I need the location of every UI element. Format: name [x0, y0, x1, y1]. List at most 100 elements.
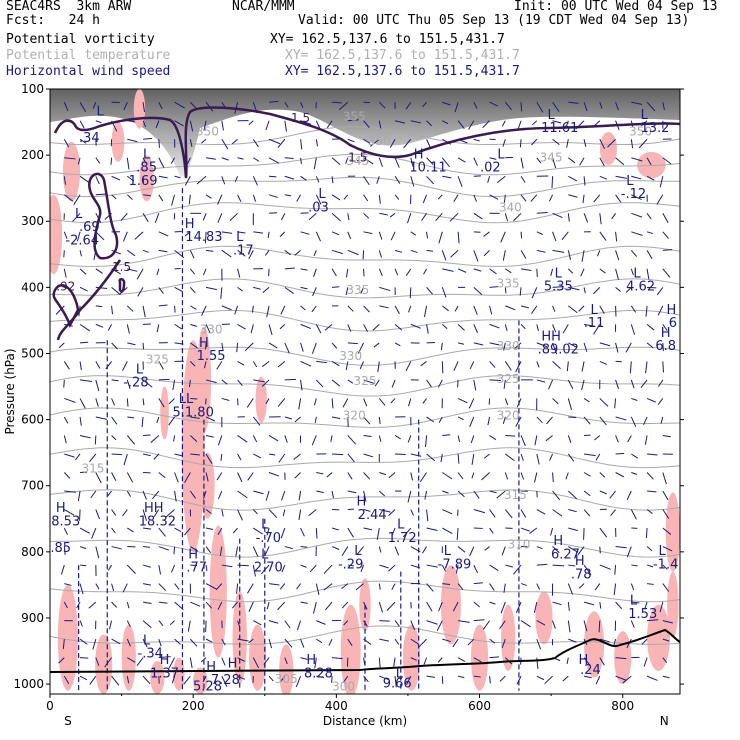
wind-vector [363, 324, 369, 332]
wind-vector [631, 101, 643, 105]
wind-vector [111, 601, 118, 608]
wind-vector [622, 675, 632, 684]
wind-vector [311, 435, 317, 446]
extremum-label: L [590, 303, 598, 318]
extremum-label: .17 [233, 243, 254, 258]
wind-vector [568, 546, 579, 553]
wind-vector [205, 601, 213, 609]
wind-vector [487, 416, 491, 426]
wind-vector [345, 268, 349, 278]
wind-vector [111, 194, 117, 200]
wind-vector [501, 546, 506, 556]
wind-vector [221, 397, 230, 401]
wind-vector [89, 453, 97, 463]
wind-vector [155, 120, 160, 128]
wind-vector [577, 546, 585, 556]
terrain-line [50, 628, 680, 673]
wind-vector [347, 213, 350, 221]
stratosphere-shading [50, 89, 680, 177]
wind-vector [265, 490, 270, 501]
wind-vector [363, 120, 370, 129]
wind-vector [127, 268, 138, 272]
wind-vector [647, 490, 657, 493]
wind-vector [489, 656, 500, 659]
wind-vector [158, 361, 164, 370]
wind-vector [284, 157, 294, 159]
wind-vector [426, 564, 438, 568]
extremum-label: H [575, 554, 585, 569]
wind-vector [253, 379, 265, 383]
wind-vector [646, 472, 654, 480]
wind-vector [410, 509, 414, 516]
wind-vector [561, 231, 569, 241]
wind-vector [277, 601, 286, 611]
theta-label: 345 [346, 154, 369, 168]
wind-vector [79, 361, 82, 371]
wind-vector [217, 194, 223, 205]
extremum-label: L [96, 104, 104, 119]
wind-vector [280, 305, 286, 315]
wind-vector [471, 472, 475, 479]
wind-vector [520, 527, 530, 532]
wind-vector [607, 138, 616, 148]
wind-vector [426, 231, 428, 239]
wind-vector [552, 361, 561, 370]
wind-vector [599, 268, 606, 274]
wind-vector [424, 490, 428, 500]
wind-vector [134, 231, 144, 240]
wind-vector [221, 342, 224, 351]
wind-vector [500, 601, 506, 614]
wind-vector [489, 101, 498, 107]
wind-vector [568, 564, 576, 567]
wind-vector [279, 675, 286, 683]
wind-vector [583, 213, 589, 223]
wind-vector [599, 305, 605, 314]
wind-vector [79, 250, 82, 257]
wind-vector [252, 416, 261, 426]
wind-vector [504, 324, 508, 332]
theta-label: 350 [196, 124, 219, 138]
wind-vector [552, 472, 554, 483]
wind-vector [581, 250, 585, 262]
wind-vector [394, 638, 400, 645]
wind-vector [142, 509, 147, 521]
wind-vector [487, 176, 491, 183]
y-axis-title: Pressure (hPa) [3, 348, 17, 434]
wind-vector [630, 620, 635, 628]
wind-vector [489, 527, 494, 534]
wind-vector [142, 490, 147, 500]
wind-vector [552, 620, 556, 629]
wind-vector [548, 379, 554, 390]
pv-shading-patch [62, 141, 81, 202]
wind-vector [95, 583, 100, 590]
wind-vector [489, 601, 496, 605]
wind-vector [630, 305, 637, 313]
wind-vector [393, 657, 396, 668]
wind-vector [489, 564, 499, 571]
wind-vector [378, 231, 383, 240]
wind-vector [347, 453, 355, 463]
wind-vector [645, 305, 648, 317]
wind-vector [295, 675, 302, 688]
wind-vector [284, 342, 290, 354]
wind-vector [378, 194, 381, 204]
wind-vector [504, 398, 509, 406]
wind-vector [331, 490, 334, 499]
extremum-label: -7.89 [438, 557, 472, 572]
wind-vector [189, 361, 196, 367]
wind-vector [205, 194, 212, 199]
wind-vector [379, 638, 390, 642]
wind-vector [252, 509, 258, 515]
wind-vector [141, 416, 144, 428]
wind-vector [63, 472, 71, 479]
wind-vector [520, 453, 524, 461]
wind-vector [111, 286, 121, 296]
extremum-label: .24 [580, 663, 601, 678]
wind-vector [95, 286, 108, 289]
wind-vector [568, 305, 578, 314]
wind-vector [268, 435, 279, 442]
wind-vector [205, 546, 211, 553]
wind-vector [489, 342, 501, 346]
wind-vector [662, 509, 670, 519]
wind-vector [520, 194, 527, 202]
